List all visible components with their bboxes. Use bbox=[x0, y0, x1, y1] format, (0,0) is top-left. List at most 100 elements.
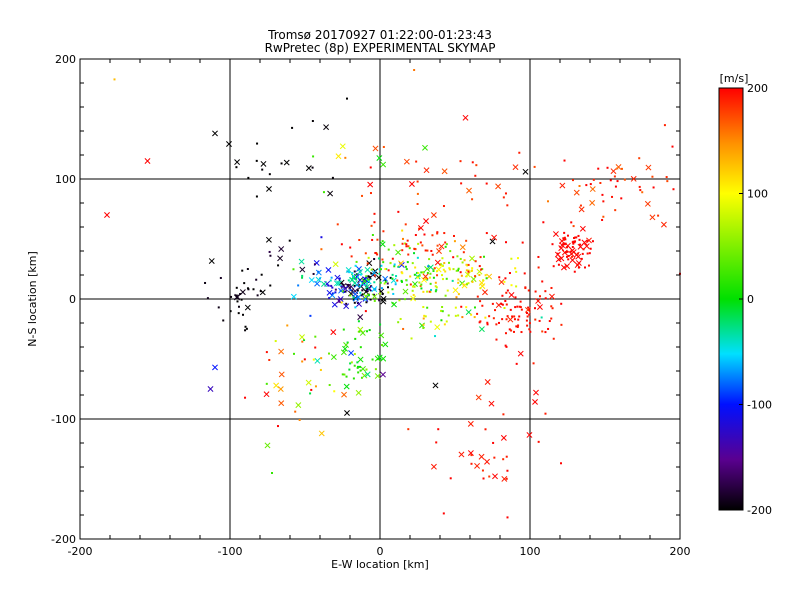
scatter-point-dot bbox=[471, 198, 474, 201]
scatter-point-dot bbox=[500, 302, 503, 305]
scatter-point-x bbox=[382, 341, 389, 348]
scatter-point-dot bbox=[514, 306, 517, 309]
scatter-point-x bbox=[321, 281, 327, 287]
scatter-point-x bbox=[278, 246, 285, 252]
scatter-point-dot bbox=[465, 239, 468, 242]
scatter-point-x bbox=[359, 330, 366, 336]
scatter-point-dot bbox=[470, 462, 473, 465]
scatter-point-dot bbox=[532, 362, 535, 365]
scatter-point-dot bbox=[373, 281, 376, 284]
scatter-point-dot bbox=[387, 286, 390, 289]
scatter-point-dot bbox=[361, 194, 364, 197]
scatter-point-dot bbox=[462, 283, 465, 286]
scatter-point-dot bbox=[303, 339, 306, 342]
scatter-points bbox=[104, 69, 681, 519]
scatter-point-x bbox=[357, 356, 364, 363]
scatter-point-x bbox=[434, 259, 441, 266]
scatter-point-dot bbox=[577, 234, 580, 237]
scatter-point-x bbox=[500, 434, 507, 441]
scatter-point-x bbox=[266, 185, 272, 192]
scatter-point-dot bbox=[351, 275, 354, 278]
scatter-point-x bbox=[575, 253, 582, 260]
scatter-point-dot bbox=[575, 236, 578, 239]
scatter-point-x bbox=[299, 334, 305, 341]
scatter-point-dot bbox=[512, 330, 515, 333]
scatter-point-dot bbox=[391, 257, 394, 260]
scatter-point-dot bbox=[422, 306, 425, 309]
scatter-point-dot bbox=[396, 279, 399, 282]
scatter-point-x bbox=[342, 345, 348, 352]
scatter-point-dot bbox=[557, 263, 560, 266]
scatter-point-dot bbox=[432, 276, 435, 279]
scatter-point-dot bbox=[399, 317, 402, 320]
scatter-point-dot bbox=[423, 233, 426, 236]
scatter-point-dot bbox=[350, 289, 353, 292]
scatter-point-dot bbox=[614, 209, 617, 212]
scatter-point-dot bbox=[445, 243, 448, 246]
scatter-point-dot bbox=[471, 280, 474, 283]
scatter-point-dot bbox=[441, 310, 444, 313]
scatter-point-dot bbox=[413, 285, 416, 288]
scatter-point-x bbox=[435, 266, 442, 273]
scatter-point-dot bbox=[495, 338, 498, 341]
scatter-point-dot bbox=[441, 264, 444, 267]
scatter-point-dot bbox=[461, 316, 464, 319]
scatter-point-dot bbox=[230, 295, 233, 298]
scatter-point-dot bbox=[602, 200, 605, 203]
scatter-point-dot bbox=[406, 261, 409, 264]
scatter-point-x bbox=[376, 155, 383, 161]
scatter-point-dot bbox=[351, 272, 354, 275]
scatter-point-x bbox=[491, 234, 498, 241]
scatter-point-x bbox=[325, 267, 332, 273]
scatter-point-dot bbox=[516, 305, 519, 308]
scatter-point-dot bbox=[426, 271, 429, 274]
scatter-point-dot bbox=[374, 274, 377, 277]
scatter-point-dot bbox=[409, 275, 412, 278]
x-tick-label: -100 bbox=[218, 545, 243, 558]
colorbar-tick-label: 100 bbox=[747, 188, 768, 201]
scatter-point-dot bbox=[443, 262, 446, 265]
scatter-point-x bbox=[348, 350, 355, 356]
scatter-point-dot bbox=[513, 315, 516, 318]
scatter-point-dot bbox=[347, 283, 350, 286]
scatter-point-dot bbox=[449, 250, 452, 253]
scatter-point-dot bbox=[241, 269, 244, 272]
scatter-point-dot bbox=[580, 257, 583, 260]
scatter-point-dot bbox=[219, 276, 222, 279]
colorbar-tick-label: -200 bbox=[747, 504, 772, 517]
scatter-point-dot bbox=[599, 181, 602, 184]
scatter-point-x bbox=[423, 167, 430, 174]
scatter-point-x bbox=[264, 442, 271, 449]
scatter-point-dot bbox=[269, 254, 272, 257]
scatter-point-x bbox=[290, 293, 297, 300]
scatter-point-dot bbox=[426, 290, 429, 293]
scatter-point-dot bbox=[467, 269, 470, 272]
scatter-point-dot bbox=[448, 268, 451, 271]
scatter-point-x bbox=[395, 249, 402, 256]
scatter-point-dot bbox=[314, 335, 317, 338]
x-tick-label: -200 bbox=[68, 545, 93, 558]
scatter-point-dot bbox=[429, 272, 432, 275]
scatter-point-dot bbox=[329, 279, 332, 282]
scatter-point-dot bbox=[441, 274, 444, 277]
scatter-point-dot bbox=[364, 298, 367, 301]
scatter-point-dot bbox=[380, 287, 383, 290]
scatter-point-dot bbox=[386, 282, 389, 285]
scatter-point-dot bbox=[350, 361, 353, 364]
scatter-point-dot bbox=[501, 294, 504, 297]
scatter-point-x bbox=[283, 159, 290, 166]
scatter-point-dot bbox=[340, 301, 343, 304]
scatter-point-dot bbox=[581, 252, 584, 255]
scatter-point-x bbox=[581, 239, 588, 246]
scatter-point-dot bbox=[252, 288, 255, 291]
scatter-point-x bbox=[343, 303, 350, 310]
scatter-point-x bbox=[334, 274, 341, 281]
scatter-point-dot bbox=[606, 166, 609, 169]
scatter-point-dot bbox=[451, 279, 454, 282]
scatter-point-x bbox=[459, 244, 466, 251]
grid-lines bbox=[80, 59, 680, 539]
scatter-point-x bbox=[398, 262, 405, 268]
scatter-point-dot bbox=[381, 293, 384, 296]
scatter-point-dot bbox=[493, 456, 496, 459]
scatter-point-x bbox=[467, 450, 474, 457]
